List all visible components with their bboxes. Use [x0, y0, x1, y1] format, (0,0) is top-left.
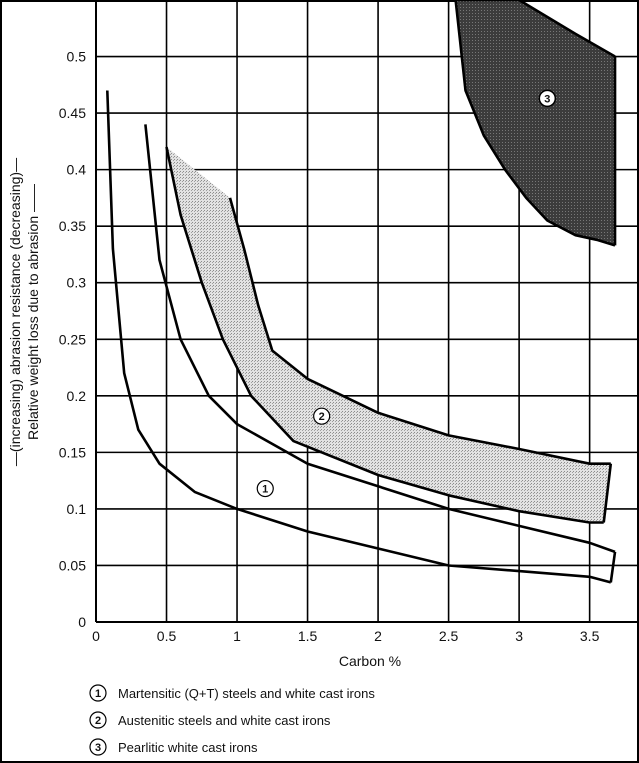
y-tick-label: 0.4 [67, 162, 87, 178]
x-tick-label: 2.5 [439, 628, 459, 644]
region-markers: 1 2 3 [256, 89, 557, 498]
axes [95, 0, 639, 623]
region-1-end-cap [609, 551, 617, 583]
legend-2-circle [89, 711, 107, 729]
region-2-upper-curve [228, 197, 611, 465]
x-tick-label: 1.5 [298, 628, 318, 644]
plot-area [106, 0, 617, 584]
tick-labels: 0 0.5 1 1.5 2 2.5 3 3.5 0 0.05 0.1 0.15 0.2 0.25 0.3 0.… [59, 49, 600, 644]
y-tick-label: 0.15 [59, 444, 86, 460]
legend-2-text: Austenitic steels and white cast irons [118, 713, 331, 728]
region-1-marker-circle [256, 479, 274, 498]
legend-1-circle [89, 684, 107, 702]
legend-1-number: 1 [95, 688, 101, 700]
region-2-fill [166, 147, 611, 523]
y-tick-label: 0 [78, 614, 86, 630]
region-2-marker-label: 2 [319, 411, 325, 423]
region-2-end-cap [602, 463, 613, 523]
x-tick-label: 0.5 [157, 628, 177, 644]
region-1-lower-curve [144, 124, 616, 554]
legend-3-circle [89, 738, 107, 756]
y-tick-label: 0.2 [67, 388, 87, 404]
region-3-fill [455, 0, 615, 246]
y-axis-label-2: Relative weight loss due to abrasion —— [25, 184, 41, 440]
x-axis-label: Carbon % [339, 653, 401, 669]
legend-3-text: Pearlitic white cast irons [118, 740, 258, 755]
x-tick-label: 2 [374, 628, 382, 644]
y-tick-label: 0.45 [59, 105, 86, 121]
y-tick-label: 0.35 [59, 218, 86, 234]
region-3-marker-label: 3 [544, 93, 550, 105]
y-tick-label: 0.25 [59, 331, 86, 347]
region-2-marker-circle [313, 407, 331, 425]
region-1-upper-curve [106, 90, 612, 584]
y-tick-label: 0.3 [67, 275, 87, 291]
region-1-marker-label: 1 [262, 484, 268, 496]
y-tick-label: 0.5 [67, 49, 87, 65]
x-tick-label: 0 [92, 628, 100, 644]
region-3-upper-curve [455, 0, 616, 58]
y-axis-label: —(increasing) abrasion resistance (decre… [7, 158, 23, 466]
region-2-lower-curve [165, 146, 604, 524]
x-tick-label: 1 [233, 628, 241, 644]
x-tick-label: 3.5 [580, 628, 600, 644]
legend-2-number: 2 [95, 715, 101, 727]
y-tick-label: 0.05 [59, 557, 86, 573]
y-tick-label: 0.1 [67, 501, 87, 517]
x-tick-label: 3 [515, 628, 523, 644]
region-3-lower-curve [454, 0, 616, 247]
legend-3-number: 3 [95, 742, 101, 754]
legend: 1 Martensitic (Q+T) steels and white cast… [89, 684, 375, 756]
region-3-marker-circle [538, 89, 557, 108]
legend-1-text: Martensitic (Q+T) steels and white cast … [118, 686, 375, 701]
